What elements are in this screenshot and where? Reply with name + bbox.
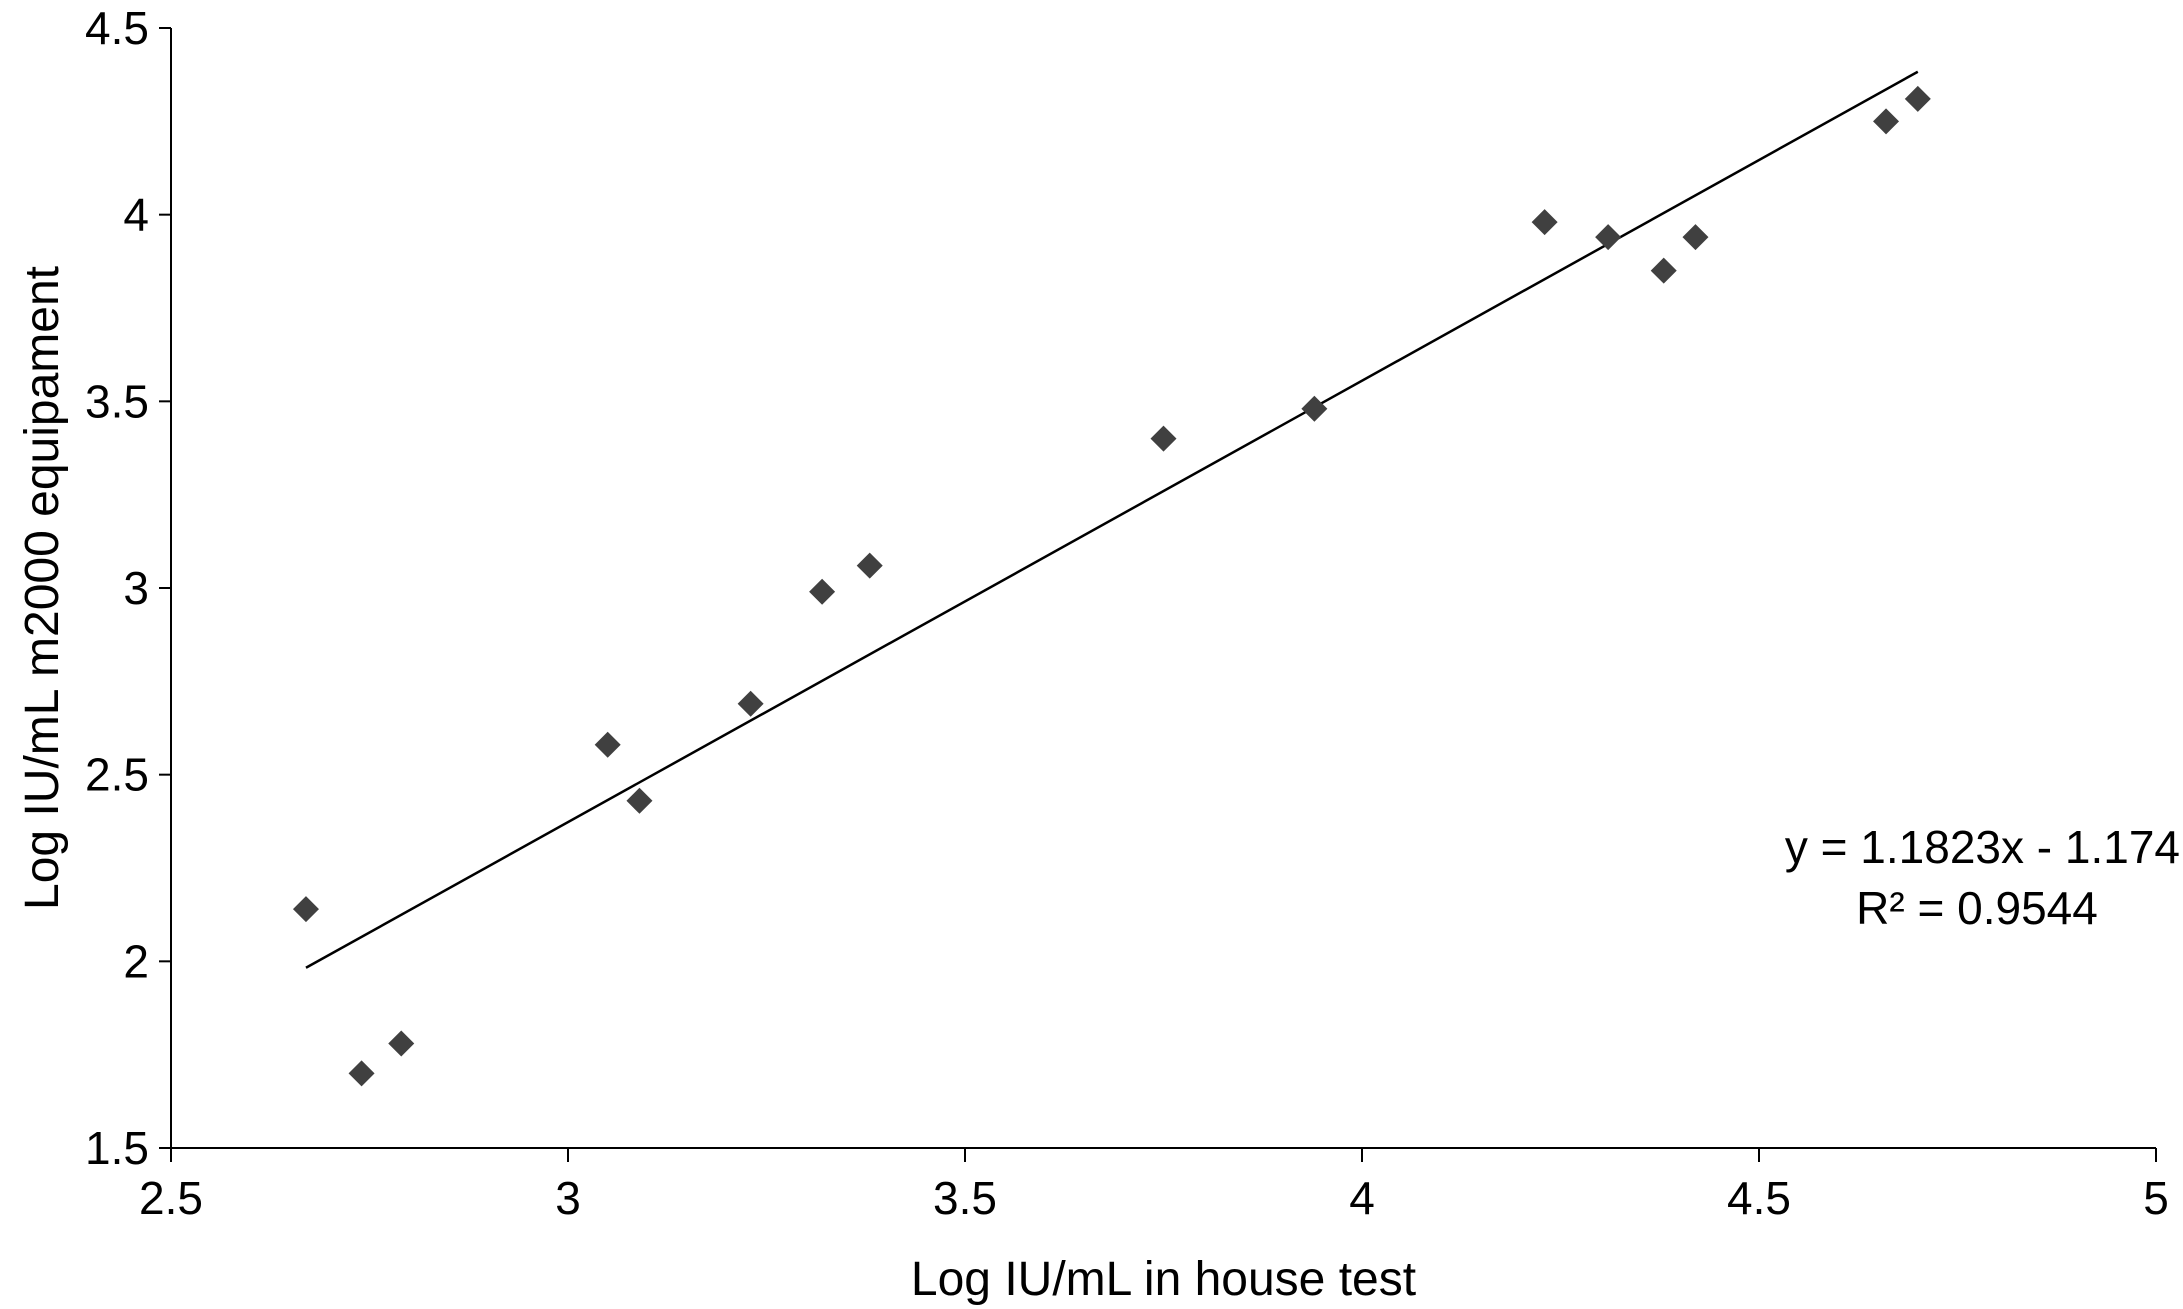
data-point xyxy=(856,552,883,579)
y-tick-label: 3.5 xyxy=(85,375,149,427)
y-tick-label: 3 xyxy=(123,562,149,614)
data-point xyxy=(1301,395,1328,422)
y-axis: 1.5 2 2.5 3 3.5 4 4.5 xyxy=(85,2,172,1174)
trendline-r-squared: R² = 0.9544 xyxy=(1856,882,2098,934)
x-tick-label: 2.5 xyxy=(139,1172,203,1224)
y-tick-label: 2 xyxy=(123,935,149,987)
data-point xyxy=(348,1060,375,1087)
data-point xyxy=(292,896,319,923)
data-point xyxy=(1150,425,1177,452)
trendline xyxy=(305,70,1919,969)
data-point xyxy=(1682,224,1709,251)
data-point xyxy=(1650,257,1677,284)
x-tick-label: 5 xyxy=(2143,1172,2169,1224)
x-tick-label: 3 xyxy=(555,1172,581,1224)
x-axis-title: Log IU/mL in house test xyxy=(911,1253,1416,1306)
data-point xyxy=(1904,85,1931,112)
y-tick-label: 2.5 xyxy=(85,749,149,801)
x-tick-label: 4.5 xyxy=(1727,1172,1791,1224)
y-tick-label: 1.5 xyxy=(85,1122,149,1174)
data-points xyxy=(292,85,1931,1087)
x-tick-label: 4 xyxy=(1349,1172,1375,1224)
data-point xyxy=(1595,224,1622,251)
data-point xyxy=(809,578,836,605)
x-axis: 2.5 3 3.5 4 4.5 5 xyxy=(139,1147,2169,1224)
data-point xyxy=(1873,108,1900,135)
data-point xyxy=(388,1030,415,1057)
data-point xyxy=(1531,209,1558,236)
trendline-equation: y = 1.1823x - 1.174 xyxy=(1785,821,2180,873)
data-point xyxy=(626,787,653,814)
data-point xyxy=(594,731,621,758)
data-point xyxy=(737,690,764,717)
y-axis-title: Log IU/mL m2000 equipament xyxy=(16,266,69,910)
y-tick-label: 4.5 xyxy=(85,2,149,54)
x-tick-label: 3.5 xyxy=(933,1172,997,1224)
y-tick-label: 4 xyxy=(123,189,149,241)
